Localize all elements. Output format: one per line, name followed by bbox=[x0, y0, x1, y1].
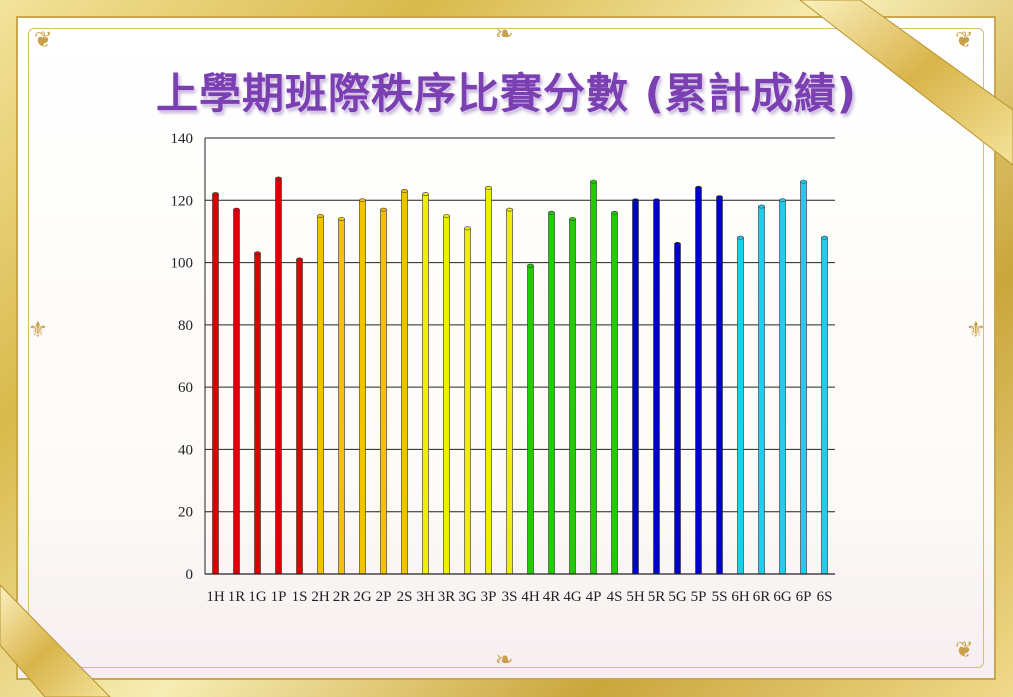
bar bbox=[380, 207, 387, 575]
bar bbox=[821, 235, 828, 575]
bar bbox=[527, 263, 534, 575]
bar bbox=[275, 176, 282, 575]
top-ornament-icon: ❧ bbox=[495, 22, 514, 47]
bar bbox=[506, 207, 513, 575]
bar bbox=[212, 192, 219, 575]
corner-ornament-icon: ❦ bbox=[955, 638, 974, 663]
x-tick-label: 4P bbox=[586, 589, 602, 605]
y-tick-label: 100 bbox=[171, 256, 194, 272]
y-tick-label: 40 bbox=[178, 442, 193, 458]
bar bbox=[233, 207, 240, 575]
x-tick-label: 1H bbox=[206, 589, 225, 605]
x-tick-label: 1G bbox=[248, 589, 267, 605]
x-tick-label: 6G bbox=[773, 589, 792, 605]
left-ornament-icon: ⚜ bbox=[28, 318, 48, 343]
bottom-ornament-icon: ❧ bbox=[495, 648, 514, 673]
y-tick-label: 120 bbox=[171, 193, 194, 209]
bar bbox=[359, 198, 366, 575]
x-tick-label: 3P bbox=[481, 589, 497, 605]
bar bbox=[632, 198, 639, 575]
x-tick-label: 2S bbox=[397, 589, 413, 605]
bar bbox=[338, 217, 345, 575]
page-title: 上學期班際秩序比賽分數 (累計成績) bbox=[155, 69, 857, 118]
bar bbox=[653, 198, 660, 575]
bar bbox=[590, 179, 597, 575]
bar bbox=[548, 210, 555, 575]
x-tick-label: 1R bbox=[228, 589, 246, 605]
x-tick-label: 5H bbox=[626, 589, 645, 605]
x-tick-label: 4G bbox=[563, 589, 582, 605]
x-tick-label: 3R bbox=[438, 589, 456, 605]
x-tick-label: 4S bbox=[607, 589, 623, 605]
x-tick-label: 3H bbox=[416, 589, 435, 605]
bar bbox=[695, 185, 702, 575]
x-tick-label: 5S bbox=[712, 589, 728, 605]
y-tick-label: 80 bbox=[178, 318, 193, 334]
x-tick-label: 2G bbox=[353, 589, 372, 605]
bar bbox=[443, 213, 450, 575]
bar bbox=[779, 198, 786, 575]
x-tick-label: 4R bbox=[543, 589, 561, 605]
bar bbox=[317, 213, 324, 575]
bar bbox=[401, 189, 408, 575]
x-tick-label: 1S bbox=[292, 589, 308, 605]
y-tick-label: 140 bbox=[171, 131, 194, 147]
right-ornament-icon: ⚜ bbox=[966, 318, 986, 343]
x-tick-label: 1P bbox=[271, 589, 287, 605]
bar bbox=[800, 179, 807, 575]
x-tick-label: 5G bbox=[668, 589, 687, 605]
bar bbox=[758, 204, 765, 575]
x-tick-label: 5P bbox=[691, 589, 707, 605]
x-tick-label: 6H bbox=[731, 589, 750, 605]
frame-inner-border bbox=[28, 28, 984, 668]
y-tick-label: 20 bbox=[178, 505, 193, 521]
x-tick-label: 2R bbox=[333, 589, 351, 605]
x-tick-label: 3S bbox=[502, 589, 518, 605]
x-tick-label: 4H bbox=[521, 589, 540, 605]
y-tick-label: 60 bbox=[178, 380, 193, 396]
x-tick-label: 3G bbox=[458, 589, 477, 605]
y-tick-label: 0 bbox=[186, 567, 194, 583]
bar bbox=[674, 241, 681, 575]
bar bbox=[716, 195, 723, 575]
bar bbox=[611, 210, 618, 575]
bar bbox=[422, 192, 429, 575]
x-tick-label: 6P bbox=[796, 589, 812, 605]
corner-ornament-icon: ❦ bbox=[34, 28, 53, 53]
x-tick-label: 2P bbox=[376, 589, 392, 605]
x-tick-label: 5R bbox=[648, 589, 666, 605]
x-tick-label: 2H bbox=[311, 589, 330, 605]
bar bbox=[485, 185, 492, 575]
x-tick-label: 6R bbox=[753, 589, 771, 605]
bar bbox=[254, 251, 261, 575]
bar bbox=[737, 235, 744, 575]
bar bbox=[569, 217, 576, 575]
bar bbox=[296, 257, 303, 575]
bar bbox=[464, 226, 471, 575]
x-tick-label: 6S bbox=[817, 589, 833, 605]
